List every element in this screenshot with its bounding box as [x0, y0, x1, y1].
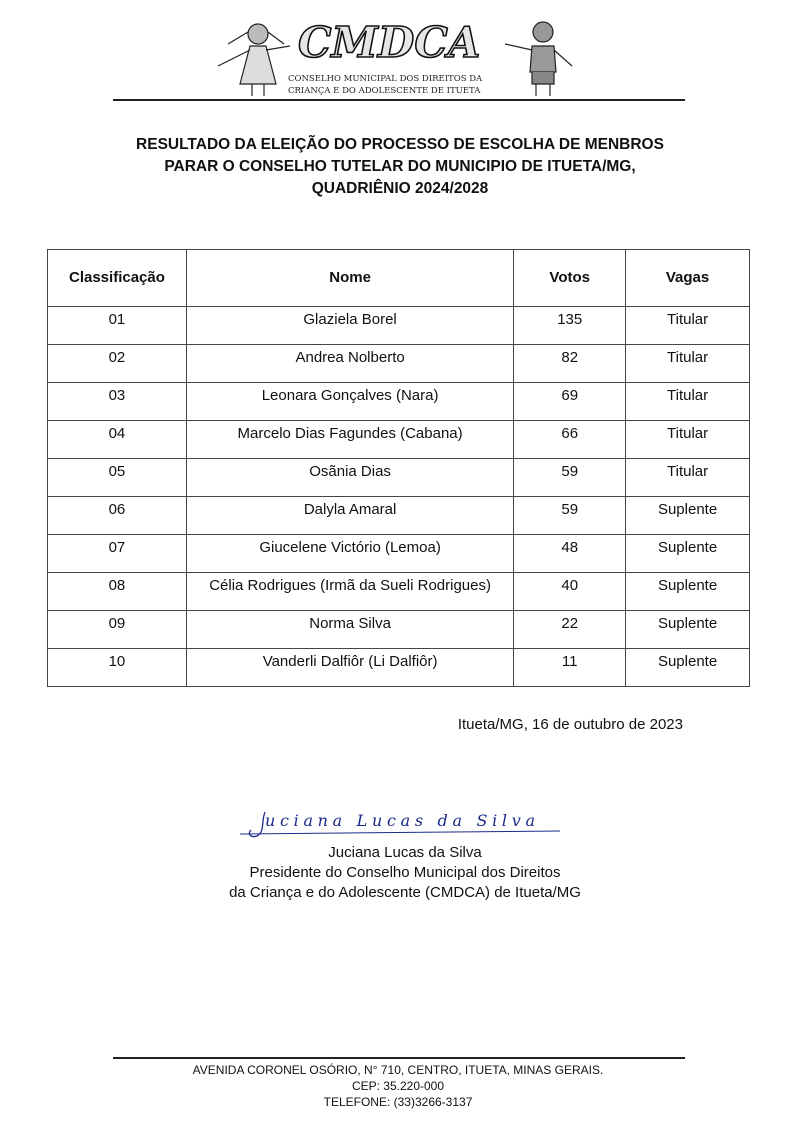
rank-cell: 03 — [47, 382, 187, 421]
seat-cell: Suplente — [625, 610, 750, 649]
seat-cell: Suplente — [625, 496, 750, 535]
signer-role-line-1: Presidente do Conselho Municipal dos Dir… — [249, 864, 561, 881]
date-line: Itueta/MG, 16 de outubro de 2023 — [457, 716, 683, 733]
votes-cell: 66 — [513, 420, 627, 459]
table-row: 07 Giucelene Victório (Lemoa) 48 Suplente — [47, 534, 750, 573]
rank-cell: 08 — [47, 572, 187, 611]
seat-cell: Titular — [625, 458, 750, 497]
svg-text:uciana Lucas da Silva: uciana Lucas da Silva — [265, 811, 535, 830]
title-line-3: QUADRIÊNIO 2024/2028 — [311, 180, 489, 197]
rank-cell: 04 — [47, 420, 187, 459]
votes-cell: 135 — [513, 306, 627, 345]
rank-cell: 10 — [47, 648, 187, 687]
footer: AVENIDA CORONEL OSÓRIO, N° 710, CENTRO, … — [0, 1062, 796, 1110]
votes-cell: 59 — [513, 458, 627, 497]
column-header: Votos — [513, 249, 627, 307]
rank-cell: 09 — [47, 610, 187, 649]
name-cell: Vanderli Dalfiôr (Li Dalfiôr) — [185, 648, 515, 687]
name-cell: Glaziela Borel — [185, 306, 515, 345]
seat-cell: Suplente — [625, 648, 750, 687]
girl-drawing-icon — [217, 23, 291, 96]
table-row: 06 Dalyla Amaral 59 Suplente — [47, 496, 750, 535]
seat-cell: Titular — [625, 344, 750, 383]
seat-cell: Titular — [625, 420, 750, 459]
seat-cell: Suplente — [625, 534, 750, 573]
table-row: 03 Leonara Gonçalves (Nara) 69 Titular — [47, 382, 750, 421]
table-row: 08 Célia Rodrigues (Irmã da Sueli Rodrigu… — [47, 572, 750, 611]
votes-cell: 40 — [513, 572, 627, 611]
title-line-1: RESULTADO DA ELEIÇÃO DO PROCESSO DE ESCO… — [136, 136, 664, 153]
rank-cell: 02 — [47, 344, 187, 383]
logo-subtitle-line-1: CONSELHO MUNICIPAL DOS DIREITOS DA — [288, 74, 483, 84]
column-header: Vagas — [625, 249, 750, 307]
seat-cell: Suplente — [625, 572, 750, 611]
votes-cell: 59 — [513, 496, 627, 535]
cmdca-logo: CMDCA CONSELHO MUNICIPAL DOS DIREITOS DA… — [217, 17, 573, 96]
rank-cell: 05 — [47, 458, 187, 497]
votes-cell: 69 — [513, 382, 627, 421]
name-cell: Marcelo Dias Fagundes (Cabana) — [185, 420, 515, 459]
handwritten-signature: uciana Lucas da Silva — [239, 811, 561, 838]
votes-cell: 48 — [513, 534, 627, 573]
rank-cell: 07 — [47, 534, 187, 573]
name-cell: Célia Rodrigues (Irmã da Sueli Rodrigues… — [185, 572, 515, 611]
title-line-2: PARAR O CONSELHO TUTELAR DO MUNICIPIO DE… — [164, 158, 636, 175]
name-cell: Andrea Nolberto — [185, 344, 515, 383]
name-cell: Dalyla Amaral — [185, 496, 515, 535]
table-row: 04 Marcelo Dias Fagundes (Cabana) 66 Titula… — [47, 420, 750, 459]
table-row: 10 Vanderli Dalfiôr (Li Dalfiôr) 11 Suplent… — [47, 648, 750, 687]
footer-phone: TELEFONE: (33)3266-3137 — [323, 1095, 473, 1109]
table-row: 09 Norma Silva 22 Suplente — [47, 610, 750, 649]
footer-cep: CEP: 35.220-000 — [351, 1079, 445, 1093]
votes-cell: 82 — [513, 344, 627, 383]
boy-drawing-icon — [504, 21, 573, 96]
name-cell: Leonara Gonçalves (Nara) — [185, 382, 515, 421]
name-cell: Osãnia Dias — [185, 458, 515, 497]
votes-cell: 11 — [513, 648, 627, 687]
signer-name: Juciana Lucas da Silva — [328, 844, 482, 861]
seat-cell: Titular — [625, 382, 750, 421]
column-header: Classificação — [47, 249, 187, 307]
logo-text: CMDCA — [298, 18, 480, 67]
rank-cell: 06 — [47, 496, 187, 535]
header-divider — [113, 99, 685, 101]
logo-subtitle-line-2: CRIANÇA E DO ADOLESCENTE DE ITUETA — [288, 86, 481, 96]
footer-address: AVENIDA CORONEL OSÓRIO, N° 710, CENTRO, … — [192, 1063, 604, 1077]
table-row: 05 Osãnia Dias 59 Titular — [47, 458, 750, 497]
footer-divider — [113, 1057, 685, 1059]
table-header-row: Classificação Nome Votos Vagas — [47, 249, 750, 307]
signature-block: Juciana Lucas da Silva Presidente do Con… — [0, 843, 800, 903]
seat-cell: Titular — [625, 306, 750, 345]
table-row: 02 Andrea Nolberto 82 Titular — [47, 344, 750, 383]
votes-cell: 22 — [513, 610, 627, 649]
signer-role-line-2: da Criança e do Adolescente (CMDCA) de I… — [229, 884, 581, 901]
rank-cell: 01 — [47, 306, 187, 345]
table-row: 01 Glaziela Borel 135 Titular — [47, 306, 750, 345]
results-table: Classificação Nome Votos Vagas 01 Glaziela B… — [47, 249, 750, 687]
column-header: Nome — [185, 249, 515, 307]
name-cell: Norma Silva — [185, 610, 515, 649]
document-title: RESULTADO DA ELEIÇÃO DO PROCESSO DE ESCO… — [0, 134, 800, 200]
name-cell: Giucelene Victório (Lemoa) — [185, 534, 515, 573]
